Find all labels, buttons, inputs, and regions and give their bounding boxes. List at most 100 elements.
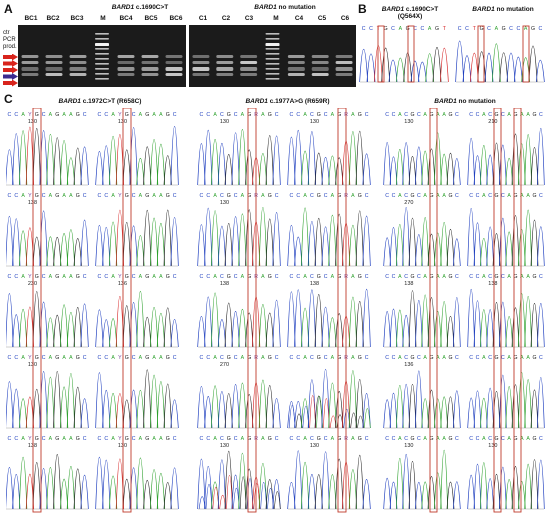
base-letter: G (410, 436, 414, 442)
gel-band (45, 73, 63, 76)
peak-trace (210, 210, 220, 267)
peak-trace (396, 385, 404, 429)
peak-trace (32, 236, 41, 267)
base-letter: A (139, 193, 143, 199)
base-letter: A (62, 274, 66, 280)
gel-band (45, 61, 63, 64)
base-letter: C (296, 355, 300, 361)
base-letter: A (520, 193, 524, 199)
highlight-box (122, 108, 132, 513)
peak-trace (328, 382, 337, 429)
base-letter: C (469, 274, 473, 280)
base-letter: C (501, 274, 505, 280)
base-letter: C (173, 274, 177, 280)
gel-band (311, 55, 329, 58)
peak-trace (530, 147, 539, 186)
position-label: 130 (310, 119, 319, 125)
peak-trace (518, 293, 526, 348)
peak-trace (505, 386, 513, 429)
base-letter: C (488, 355, 492, 361)
title-sub: (Q564X) (397, 13, 423, 20)
base-letter: G (494, 193, 498, 199)
highlight-box (32, 108, 42, 513)
peak-trace (506, 52, 516, 83)
peak-trace (355, 131, 364, 186)
marker-band (95, 38, 109, 40)
lane-label: BC3 (70, 15, 84, 22)
base-letter: A (69, 193, 73, 199)
gel-image-left (18, 25, 186, 87)
peak-trace (453, 481, 461, 510)
gel-marker-arrows (3, 54, 19, 88)
base-letter: A (507, 274, 511, 280)
base-letter: G (55, 436, 59, 442)
gel-band (117, 73, 135, 76)
base-letter: A (213, 112, 217, 118)
base-letter: C (488, 193, 492, 199)
peak-trace (427, 148, 436, 186)
base-letter: C (455, 355, 459, 361)
base-letter: A (213, 274, 217, 280)
base-letter: G (76, 274, 80, 280)
peak-trace (46, 317, 55, 348)
peak-trace (156, 381, 166, 429)
peak-trace (102, 145, 111, 186)
lane-label: M (100, 15, 106, 22)
peak-trace (294, 237, 303, 267)
base-letter: A (159, 355, 163, 361)
base-letter: G (166, 193, 170, 199)
peak-trace (122, 399, 131, 429)
lane-label: C4 (294, 15, 304, 22)
peak-trace (163, 307, 172, 348)
peak-trace (108, 475, 118, 510)
peak-trace (389, 482, 398, 510)
peak-trace (122, 149, 131, 186)
base-letter: G (317, 193, 321, 199)
lane-label: C5 (317, 15, 327, 22)
peak-trace (453, 297, 461, 348)
base-letter: G (410, 193, 414, 199)
base-letter: G (268, 274, 272, 280)
peak-trace (434, 132, 442, 186)
peak-trace (108, 135, 118, 186)
base-letter: A (351, 355, 355, 361)
base-letter: A (139, 112, 143, 118)
peak-trace (530, 219, 539, 267)
base-letter: G (227, 355, 231, 361)
arrow-icon (3, 54, 18, 61)
base-letter: G (125, 274, 129, 280)
base-letter: A (303, 355, 307, 361)
peak-trace (66, 229, 76, 267)
gel-band (117, 67, 135, 71)
peak-trace (122, 305, 131, 348)
base-letter: G (35, 112, 39, 118)
peak-trace (288, 405, 296, 429)
gel-band (240, 61, 258, 64)
peak-trace (115, 210, 125, 267)
base-letter: C (234, 112, 238, 118)
base-letter: A (213, 193, 217, 199)
base-letter: G (513, 436, 517, 442)
peak-trace (421, 294, 429, 348)
peak-trace (415, 234, 423, 267)
peak-trace (265, 312, 274, 348)
peak-trace (355, 378, 364, 429)
base-letter: C (132, 274, 136, 280)
base-letter: Y (28, 355, 32, 361)
base-letter: C (234, 355, 238, 361)
peak-trace (434, 398, 442, 429)
base-letter: C (417, 355, 421, 361)
peak-trace (537, 459, 545, 510)
base-letter: G (337, 112, 341, 118)
peak-trace (170, 126, 179, 186)
peak-trace (321, 307, 330, 348)
position-label: 130 (118, 443, 127, 449)
peak-trace (32, 128, 41, 186)
base-letter: A (111, 193, 115, 199)
base-letter: C (455, 274, 459, 280)
